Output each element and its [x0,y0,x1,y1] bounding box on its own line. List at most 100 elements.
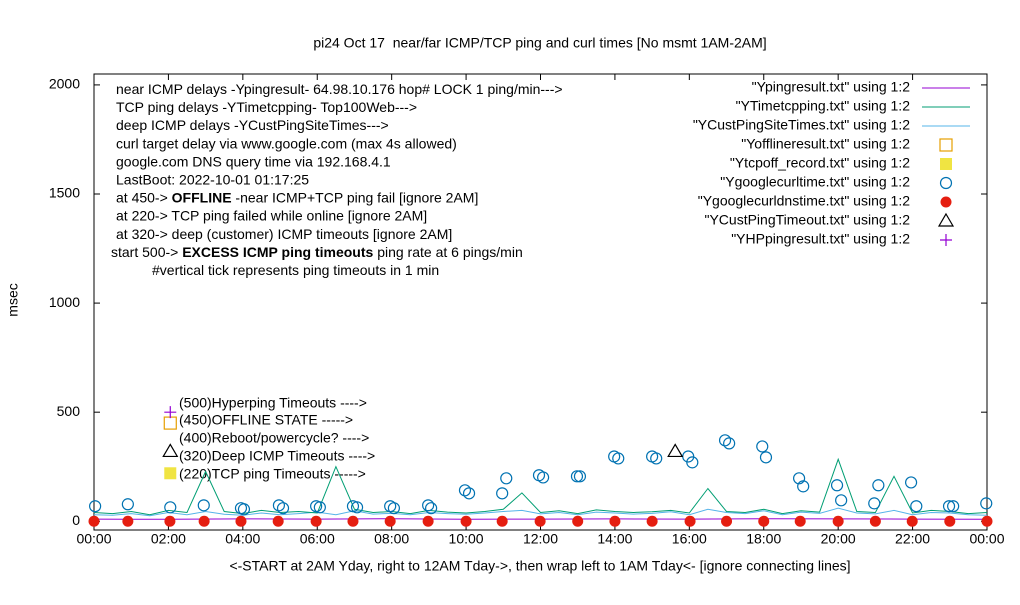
point [646,515,658,527]
annotation-part: OFFLINE [172,189,232,205]
point [197,499,210,512]
marker-label: (220)TCP ping Timeouts -----> [179,466,366,482]
x-tick-label: 08:00 [374,531,409,547]
legend-label: "Ygooglecurldnstime.txt" using 1:2 [698,193,910,209]
point [460,515,472,527]
annotation: LastBoot: 2022-10-01 01:17:25 [116,171,309,187]
point [718,434,732,447]
annotation: near ICMP delays -Ypingresult- 64.98.10.… [116,81,563,97]
point [910,500,923,513]
x-tick-label: 10:00 [449,531,484,547]
legend-swatch [937,212,955,227]
x-tick-label: 02:00 [151,531,186,547]
point [458,484,472,497]
point [980,497,993,510]
point [350,501,364,514]
point [573,470,587,483]
annotation-part: LastBoot: 2022-10-01 01:17:25 [116,171,309,187]
point [830,479,844,492]
point [872,479,885,492]
point [347,515,359,527]
legend-label: "YCustPingTimeout.txt" using 1:2 [704,212,910,228]
point [272,499,286,512]
x-tick-label: 18:00 [746,531,781,547]
annotation: deep ICMP delays -YCustPingSiteTimes---> [116,117,389,133]
annotation-part: at 450-> [116,189,172,205]
point [572,515,584,527]
legend-label: "YCustPingSiteTimes.txt" using 1:2 [693,117,910,133]
legend-swatch [940,196,952,208]
point [534,515,546,527]
annotation-part: -near ICMP+TCP ping fail [ignore 2AM] [232,189,479,205]
y-tick-label: 2000 [49,76,80,92]
point [650,452,663,465]
point [667,443,684,458]
point [198,515,210,527]
x-tick-label: 20:00 [821,531,856,547]
point [310,515,322,527]
point [422,515,434,527]
point [721,515,733,527]
point [797,480,810,493]
point [88,515,100,527]
point [794,515,806,527]
point [89,500,102,513]
point [272,515,284,527]
annotation: TCP ping delays -YTimetcpping- Top100Web… [116,99,417,115]
point [792,472,806,485]
x-tick-label: 06:00 [300,531,335,547]
point [686,456,699,469]
point [422,499,435,512]
point [164,515,176,527]
x-tick-label: 00:00 [969,531,1004,547]
annotation: curl target delay via www.google.com (ma… [116,135,457,151]
legend-label: "Ypingresult.txt" using 1:2 [752,79,911,95]
point [425,502,438,515]
point [942,500,956,513]
marker-label: (500)Hyperping Timeouts ----> [179,395,367,411]
annotation-part: deep ICMP delays -YCustPingSiteTimes---> [116,117,389,133]
marker-label: (400)Reboot/powercycle? ----> [179,430,369,446]
legend-swatch [940,158,952,170]
legend-swatch [940,234,952,246]
x-tick-label: 22:00 [895,531,930,547]
annotation-part: at 220-> TCP ping failed while online [i… [116,207,427,223]
x-tick-label: 16:00 [672,531,707,547]
point [500,472,513,485]
point [944,515,956,527]
point [387,502,400,515]
point [537,471,550,484]
point [868,497,881,510]
legend-label: "Yofflineresult.txt" using 1:2 [741,136,910,152]
legend-swatch [939,138,953,152]
point [122,515,134,527]
point [759,451,773,464]
annotation: start 500-> EXCESS ICMP ping timeouts pi… [111,244,523,260]
legend-label: "YTimetcpping.txt" using 1:2 [736,98,911,114]
point [684,515,696,527]
point [832,515,844,527]
annotation: #vertical tick represents ping timeouts … [152,262,439,278]
annotation-part: #vertical tick represents ping timeouts … [152,262,439,278]
annotation-part: EXCESS ICMP ping timeouts [182,244,373,260]
annotation-part: TCP ping delays -YTimetcpping- Top100Web… [116,99,417,115]
point [164,406,177,419]
point [121,498,134,511]
annotation: at 450-> OFFLINE -near ICMP+TCP ping fai… [116,189,478,205]
point [758,515,770,527]
y-tick-label: 1500 [49,185,80,201]
x-axis-label: <-START at 2AM Yday, right to 12AM Tday-… [229,558,850,574]
point [276,502,290,515]
annotation-part: at 320-> deep (customer) ICMP timeouts [… [116,226,452,242]
point [164,501,177,514]
point [163,416,177,430]
point [496,515,508,527]
point [906,515,918,527]
annotation-part: near ICMP delays -Ypingresult- 64.98.10.… [116,81,563,97]
x-tick-label: 00:00 [76,531,111,547]
annotation-part: curl target delay via www.google.com (ma… [116,135,457,151]
annotation-part: google.com DNS query time via 192.168.4.… [116,153,391,169]
point [384,515,396,527]
marker-label: (320)Deep ICMP Timeouts ----> [179,448,375,464]
